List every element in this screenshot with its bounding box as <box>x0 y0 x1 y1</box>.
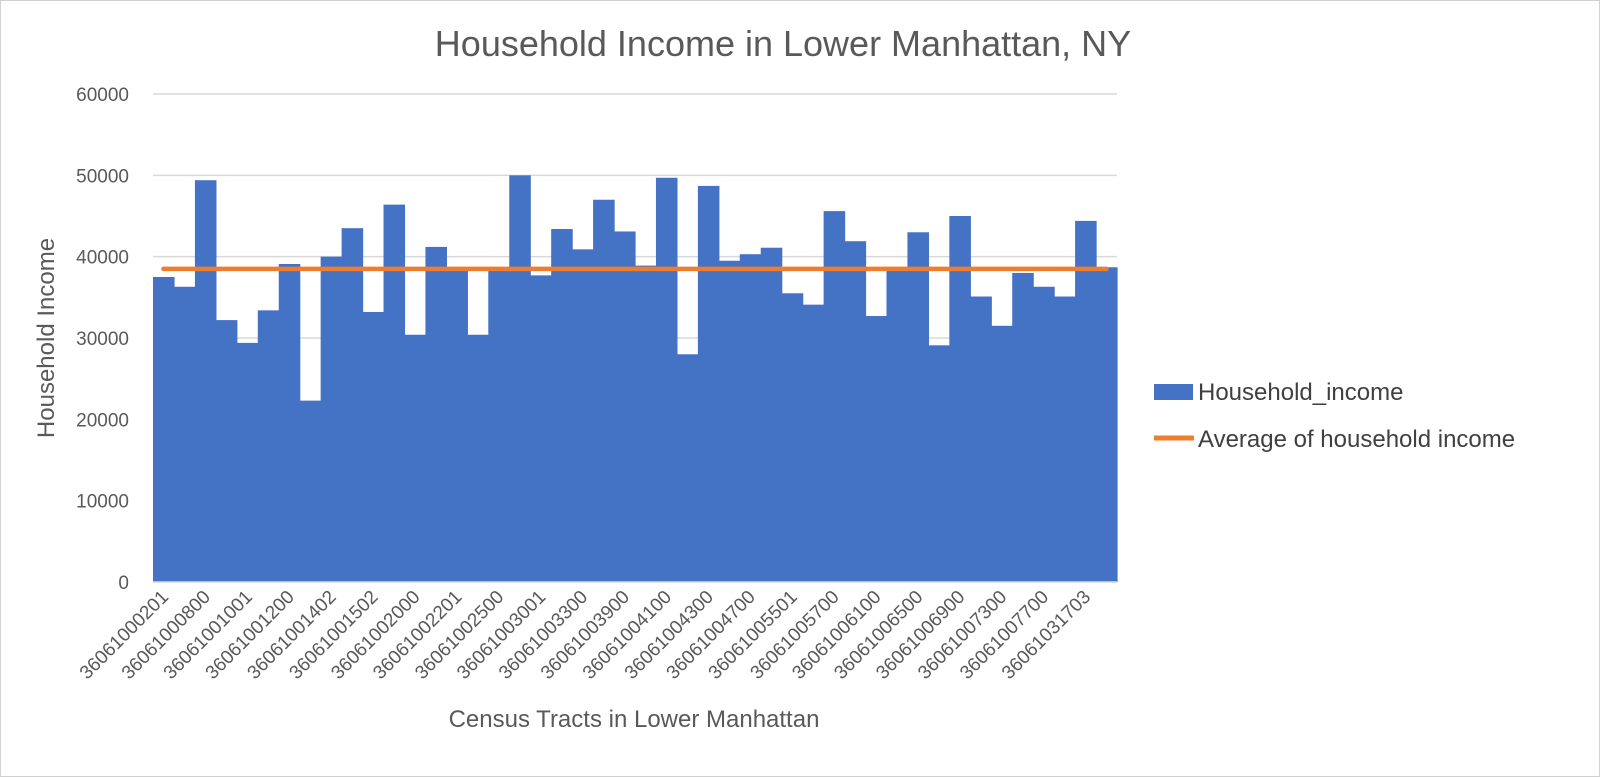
bar <box>153 277 175 582</box>
bar <box>1054 296 1076 582</box>
y-tick-label: 40000 <box>76 248 129 269</box>
bar <box>404 334 427 582</box>
y-tick-label: 10000 <box>76 492 129 513</box>
bar <box>1096 267 1118 582</box>
bar <box>697 185 720 582</box>
bar <box>257 310 280 582</box>
bar <box>236 342 259 582</box>
bar <box>509 175 531 583</box>
bar <box>614 231 636 582</box>
bar <box>781 293 804 582</box>
bar <box>655 177 678 583</box>
bar <box>194 180 217 583</box>
y-axis-tick-labels: 0 10000 20000 30000 40000 50000 60000 <box>76 85 129 594</box>
bar <box>551 229 573 582</box>
bar <box>676 354 699 582</box>
bar-series <box>153 175 1118 583</box>
bar <box>886 269 909 582</box>
bar <box>907 232 929 582</box>
bar <box>802 304 825 582</box>
bar <box>970 296 992 582</box>
bar <box>739 254 762 582</box>
bar <box>1012 272 1034 582</box>
bar <box>823 211 846 582</box>
chart-title: Household Income in Lower Manhattan, NY <box>435 23 1131 64</box>
bar <box>530 275 552 582</box>
bar <box>425 246 447 582</box>
y-tick-label: 0 <box>118 573 129 594</box>
legend-label-average: Average of household income <box>1198 426 1515 453</box>
bar <box>635 265 657 582</box>
bar <box>278 263 301 582</box>
legend: Household_income Average of household in… <box>1154 379 1515 453</box>
bar <box>446 269 468 582</box>
y-tick-label: 50000 <box>76 166 129 187</box>
bar <box>1033 286 1055 582</box>
y-tick-label: 20000 <box>76 410 129 431</box>
x-axis-tick-labels: 3606100020136061000800360610010013606100… <box>76 587 1095 684</box>
legend-bar-swatch <box>1154 384 1193 400</box>
y-axis-title: Household Income <box>33 238 60 438</box>
bar <box>949 216 971 582</box>
y-tick-label: 60000 <box>76 85 129 106</box>
x-axis-title: Census Tracts in Lower Manhattan <box>449 706 820 733</box>
bar <box>844 241 867 583</box>
bar <box>928 345 950 582</box>
bar <box>320 256 343 582</box>
y-tick-label: 30000 <box>76 329 129 350</box>
bar <box>1075 220 1097 582</box>
bar <box>488 268 510 582</box>
bar <box>991 325 1013 582</box>
legend-label-household-income: Household_income <box>1198 379 1403 406</box>
bar <box>299 400 322 582</box>
bar <box>593 199 615 582</box>
bar <box>341 228 364 582</box>
bar <box>215 320 238 582</box>
bar <box>865 316 888 582</box>
bar <box>467 334 489 582</box>
bar <box>760 247 783 582</box>
bar <box>173 286 196 582</box>
bar <box>718 260 741 582</box>
bar <box>362 311 385 582</box>
bar <box>572 249 594 582</box>
bar <box>383 204 406 582</box>
